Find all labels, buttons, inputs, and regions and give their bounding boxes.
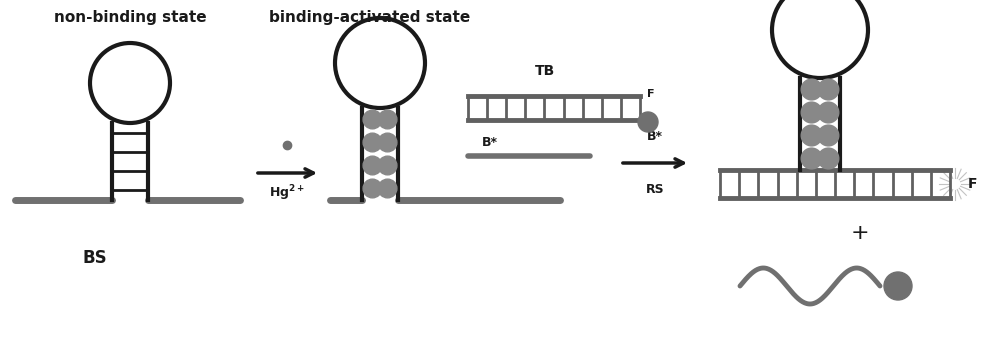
Text: F: F [647, 89, 654, 99]
Circle shape [363, 110, 382, 129]
Circle shape [801, 148, 822, 169]
Text: B*: B* [482, 136, 498, 150]
Text: binding-activated state: binding-activated state [269, 10, 471, 25]
Circle shape [801, 102, 822, 123]
Text: F: F [968, 177, 978, 191]
Text: non-binding state: non-binding state [54, 10, 206, 25]
Text: RS: RS [646, 183, 664, 196]
Circle shape [818, 148, 839, 169]
Circle shape [363, 133, 382, 152]
Circle shape [818, 79, 839, 100]
Circle shape [363, 156, 382, 175]
Circle shape [818, 125, 839, 146]
Text: +: + [851, 223, 869, 243]
Circle shape [801, 79, 822, 100]
Circle shape [378, 110, 397, 129]
Circle shape [378, 156, 397, 175]
Text: B*: B* [647, 130, 663, 143]
Circle shape [801, 125, 822, 146]
Circle shape [378, 133, 397, 152]
Circle shape [638, 112, 658, 132]
Text: $\mathbf{Hg^{2+}}$: $\mathbf{Hg^{2+}}$ [269, 183, 305, 203]
Text: BS: BS [83, 249, 107, 267]
Circle shape [818, 102, 839, 123]
Text: Q: Q [894, 281, 902, 291]
Circle shape [363, 179, 382, 198]
Text: Q: Q [644, 118, 652, 127]
Text: TB: TB [535, 64, 555, 78]
Circle shape [884, 272, 912, 300]
Circle shape [378, 179, 397, 198]
